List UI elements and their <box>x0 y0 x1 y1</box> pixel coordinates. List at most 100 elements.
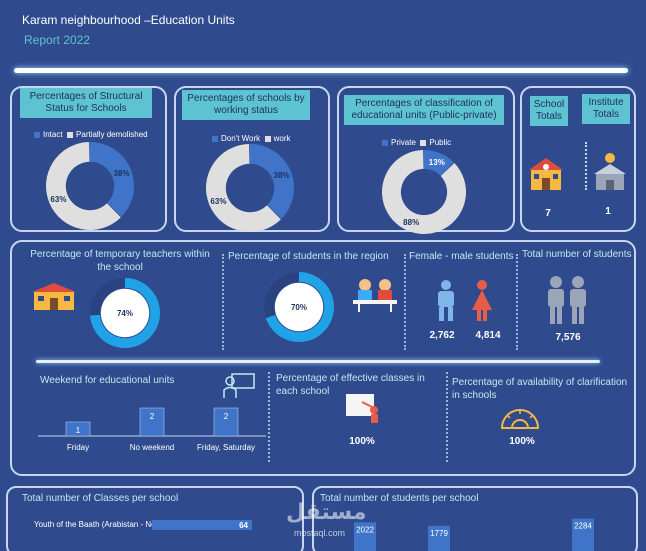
total-students-value: 7,576 <box>555 332 581 343</box>
legend-swatch-demolished <box>67 131 74 138</box>
teachers-donut-center <box>100 288 150 338</box>
classification-title: Percentages of classification of educati… <box>344 95 504 125</box>
middle-hr <box>36 360 600 363</box>
clarification-value: 100% <box>509 436 535 447</box>
structural-donut-slice-1 <box>46 142 121 230</box>
structural-legend: Intact Partially demolished <box>34 130 148 139</box>
legend-work: work <box>273 134 291 143</box>
students-bar-2 <box>572 518 594 551</box>
working-legend: Don't Work work <box>212 134 291 143</box>
section-divider-2 <box>404 254 406 350</box>
male-count: 2,762 <box>429 330 455 341</box>
structural-donut-label-1: 63% <box>50 195 66 204</box>
teachers-donut-value: 74% <box>117 309 133 318</box>
classification-donut-slice-1 <box>382 150 466 234</box>
legend-intact: Intact <box>43 130 63 139</box>
legend-swatch-dontwork <box>212 135 218 142</box>
totals-panel <box>520 86 636 232</box>
page-subtitle: Report 2022 <box>24 33 91 47</box>
working-donut-label-0: 38% <box>274 171 290 180</box>
classes-bar-value-0: 64 <box>239 521 248 530</box>
school-totals-label: School Totals <box>530 96 568 126</box>
working-donut-slice-1 <box>206 144 281 232</box>
school-building-icon <box>529 158 563 190</box>
structural-donut-label-0: 38% <box>114 169 130 178</box>
structural-title: Percentages of Structural Status for Sch… <box>20 88 152 118</box>
classes-title: Total number of Classes per school <box>22 493 179 504</box>
structural-panel <box>10 86 167 232</box>
section-divider-1 <box>222 254 224 350</box>
weekend-chart: 1 Friday 2 No weekend 2 Friday, Saturday <box>38 407 266 452</box>
clarification-title: Percentage of availability of clarificat… <box>452 377 628 401</box>
page-title: Karam neighbourhood –Education Units <box>22 13 235 27</box>
students-bar-value-0: 2022 <box>356 525 374 534</box>
working-title: Percentages of schools by working status <box>182 90 310 120</box>
weekend-bar-0 <box>65 421 91 437</box>
students-per-school-title: Total number of students per school <box>320 493 479 504</box>
middle-panel <box>10 240 636 476</box>
structural-donut-slice-0 <box>90 142 134 217</box>
weekend-bar-value-0: 1 <box>76 426 81 435</box>
legend-dontwork: Don't Work <box>221 134 261 143</box>
weekend-title: Weekend for educational units <box>40 375 175 386</box>
students-region-title: Percentage of students in the region <box>228 251 389 262</box>
weekend-bar-2 <box>213 407 239 437</box>
students-region-donut: 70% <box>264 272 334 342</box>
presentation-icon <box>346 394 378 423</box>
working-donut-label-1: 63% <box>210 197 226 206</box>
students-bar-0 <box>354 522 376 551</box>
effective-title: Percentage of effective classes in each … <box>276 373 425 397</box>
weekend-bar-label-0: Friday <box>67 443 89 452</box>
weekend-bar-label-2: Friday, Saturday <box>197 443 255 452</box>
students-bar-value-1: 1779 <box>430 529 448 538</box>
institute-building-icon <box>594 153 626 190</box>
teachers-donut-rest <box>90 278 125 316</box>
classes-bar-0 <box>152 520 252 530</box>
total-students-title: Total number of students <box>522 249 632 260</box>
classification-donut-label-0: 13% <box>429 158 445 167</box>
school-totals-value: 7 <box>545 208 551 219</box>
female-count: 4,814 <box>475 330 501 341</box>
working-donut: 38% 63% <box>206 144 294 232</box>
section-divider-5 <box>446 372 448 462</box>
students-region-donut-value: 70% <box>291 303 307 312</box>
teachers-school-icon <box>32 283 76 310</box>
teacher-board-icon <box>223 373 255 398</box>
classes-row-label: Youth of the Baath (Arabistan - New) <box>34 520 164 529</box>
legend-private: Private <box>391 138 416 147</box>
students-region-donut-center <box>274 282 324 332</box>
legend-swatch-private <box>382 139 388 146</box>
institute-totals-value: 1 <box>605 206 611 217</box>
watermark-logo: مستقل <box>286 500 367 525</box>
weekend-bar-1 <box>139 407 165 437</box>
classification-legend: Private Public <box>382 138 451 147</box>
students-per-school-panel <box>312 486 638 551</box>
weekend-bar-value-1: 2 <box>150 412 155 421</box>
legend-swatch-public <box>420 139 427 146</box>
gender-title: Female - male students <box>409 251 514 262</box>
structural-donut: 38% 63% <box>46 142 134 230</box>
institute-totals-label: Institute Totals <box>582 94 630 124</box>
legend-demolished: Partially demolished <box>76 130 148 139</box>
protractor-icon <box>500 409 540 429</box>
classes-panel <box>6 486 304 551</box>
legend-swatch-work <box>264 135 271 142</box>
header-divider <box>14 68 628 73</box>
male-icon <box>438 280 454 321</box>
female-icon <box>472 280 492 321</box>
classification-donut-slice-0 <box>424 150 454 176</box>
legend-public: Public <box>429 138 452 147</box>
section-divider-4 <box>268 372 270 462</box>
classification-donut: 13% 88% <box>382 150 466 234</box>
totals-divider <box>585 142 587 190</box>
watermark-url: mostaql.com <box>294 528 346 538</box>
weekend-bar-label-1: No weekend <box>130 443 174 452</box>
effective-value: 100% <box>349 436 375 447</box>
legend-swatch-intact <box>34 131 40 138</box>
section-divider-3 <box>516 254 518 350</box>
classification-donut-label-1: 88% <box>403 218 419 227</box>
people-icon <box>548 276 586 324</box>
classes-chart: 64 <box>152 520 252 530</box>
students-bar-1 <box>428 525 450 551</box>
teachers-donut: 74% <box>90 278 160 348</box>
